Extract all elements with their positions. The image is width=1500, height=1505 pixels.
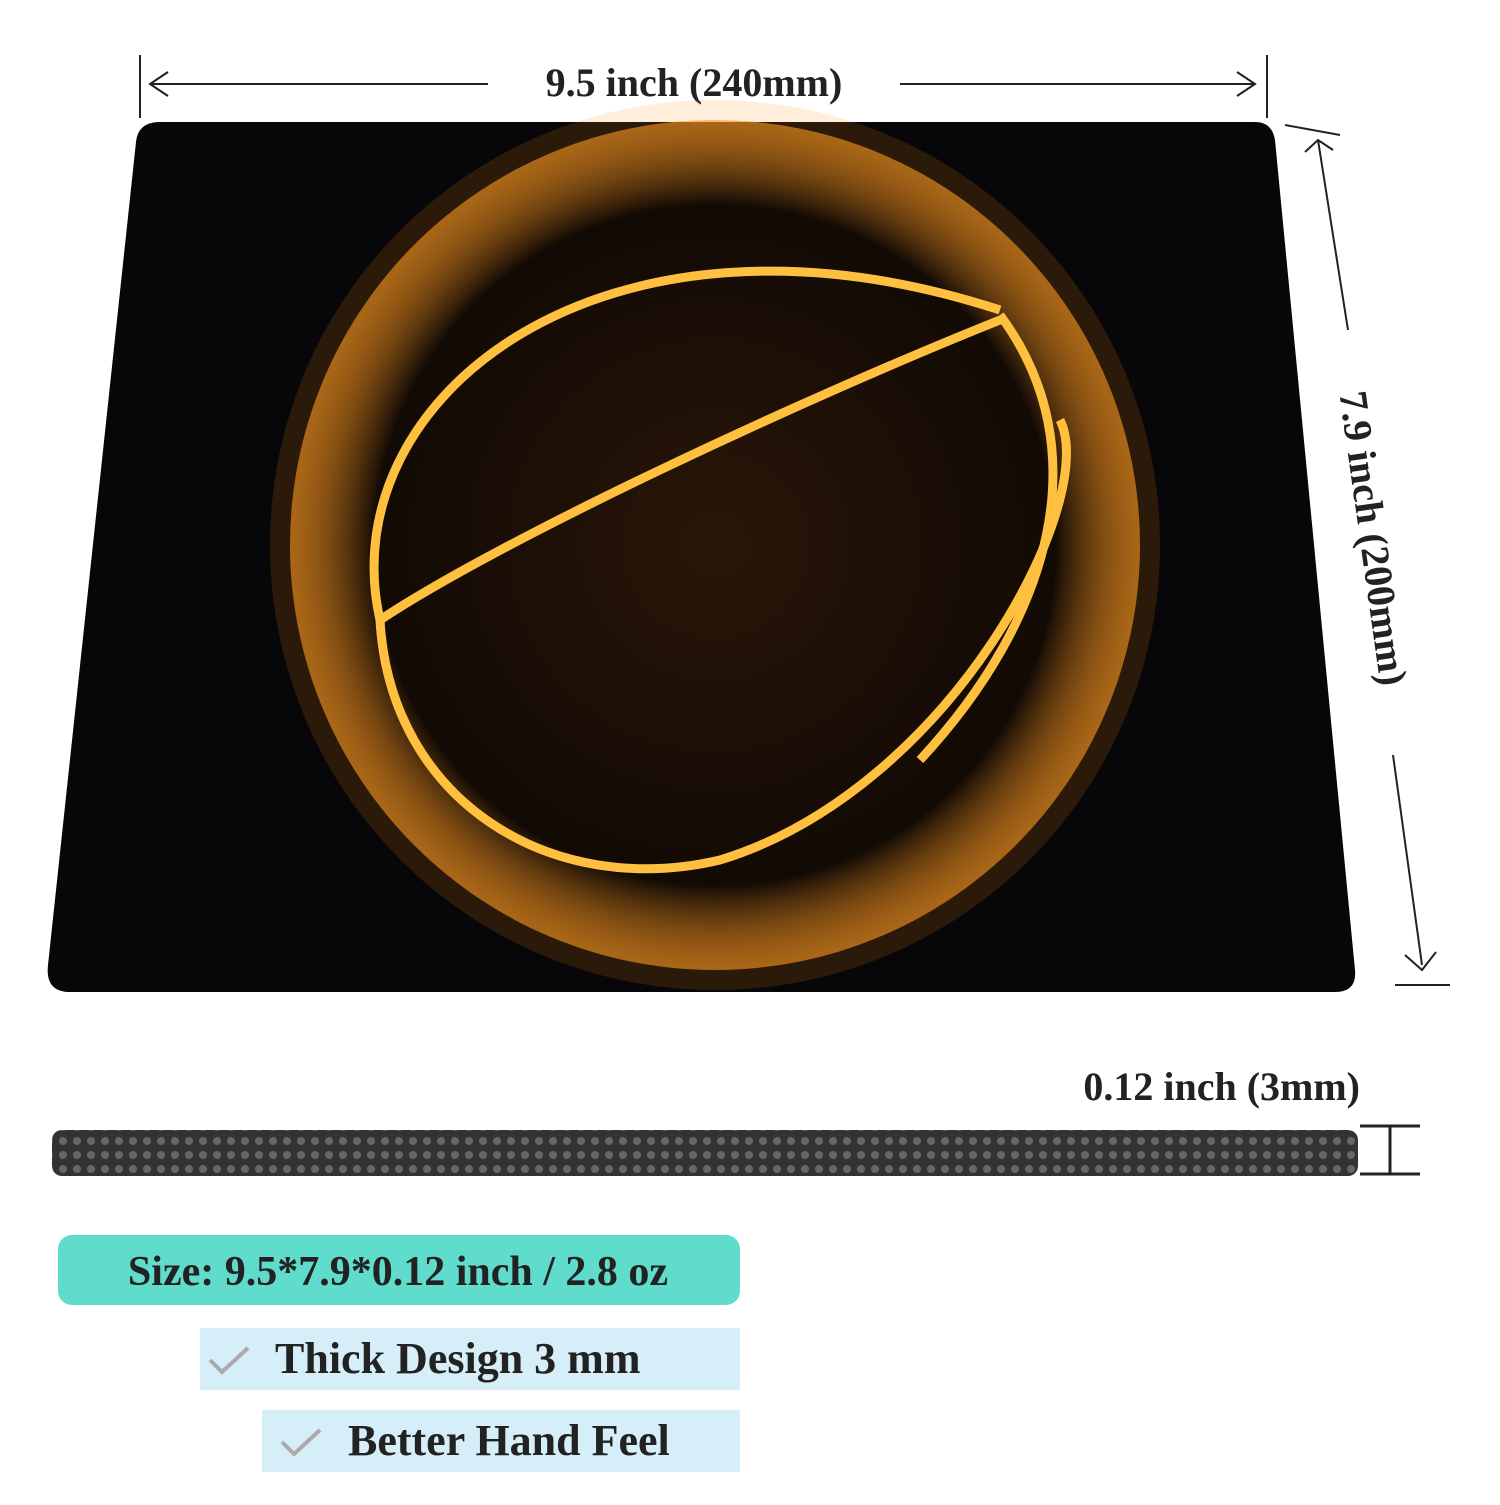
basketball bbox=[290, 120, 1140, 970]
thickness-dimension bbox=[1360, 1124, 1420, 1176]
check-icon bbox=[208, 1346, 250, 1375]
feature-bg bbox=[200, 1328, 740, 1390]
feature-text: Better Hand Feel bbox=[348, 1416, 670, 1465]
width-dimension bbox=[139, 55, 1268, 118]
size-text: Size: 9.5*7.9*0.12 inch / 2.8 oz bbox=[128, 1249, 668, 1295]
ball-seams bbox=[369, 266, 1071, 874]
feature-text: Thick Design 3 mm bbox=[275, 1334, 640, 1383]
width-label: 9.5 inch (240mm) bbox=[546, 60, 843, 105]
size-badge bbox=[58, 1235, 740, 1305]
thickness-label: 0.12 inch (3mm) bbox=[1083, 1064, 1360, 1109]
check-icon bbox=[280, 1428, 322, 1457]
height-dimension bbox=[1284, 124, 1450, 986]
mousepad-edge bbox=[52, 1130, 1358, 1176]
feature-bg bbox=[262, 1410, 740, 1472]
height-label: 7.9 inch (200mm) bbox=[1330, 388, 1416, 688]
